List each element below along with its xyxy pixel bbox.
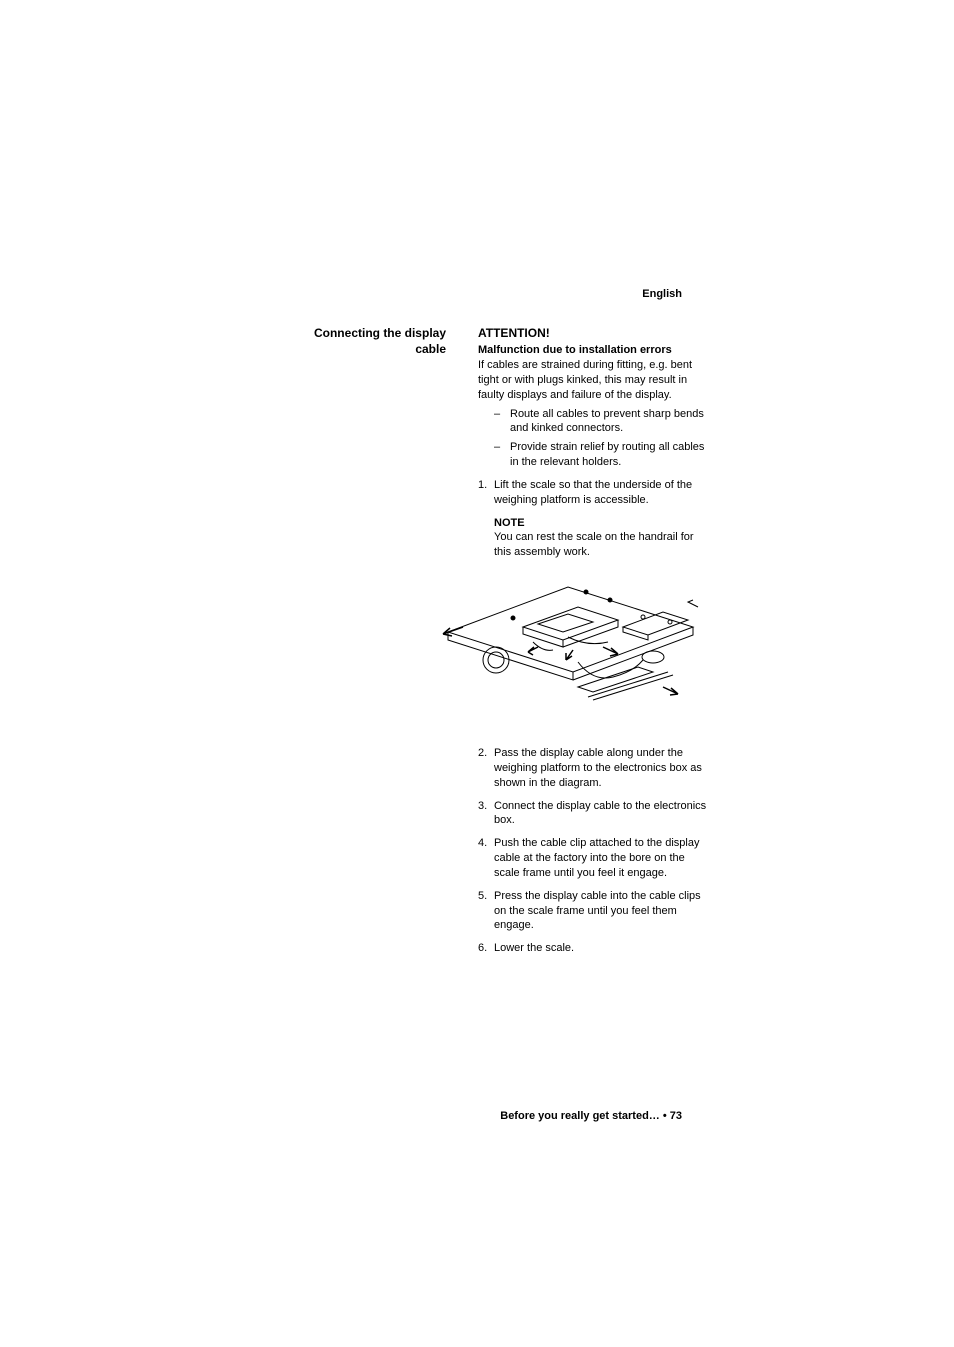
- right-column: ATTENTION! Malfunction due to installati…: [478, 325, 708, 962]
- step-marker: 1.: [478, 478, 494, 508]
- attention-subtitle: Malfunction due to installation errors: [478, 343, 708, 358]
- step-1: 1. Lift the scale so that the underside …: [478, 478, 708, 508]
- step-4: 4. Push the cable clip attached to the d…: [478, 836, 708, 881]
- section-title-line1: Connecting the display: [314, 326, 446, 340]
- language-header: English: [274, 288, 682, 300]
- step-text: Lift the scale so that the underside of …: [494, 478, 708, 508]
- step-marker: 3.: [478, 799, 494, 829]
- bullet-text: Route all cables to prevent sharp bends …: [510, 407, 708, 437]
- assembly-diagram: [438, 572, 708, 727]
- step-marker: 2.: [478, 746, 494, 791]
- section-title: Connecting the display cable: [274, 325, 446, 357]
- step-marker: 5.: [478, 889, 494, 934]
- step-marker: 6.: [478, 941, 494, 956]
- page-container: English Connecting the display cable ATT…: [0, 0, 954, 1347]
- note-block: NOTE You can rest the scale on the handr…: [494, 516, 708, 561]
- note-body: You can rest the scale on the handrail f…: [494, 530, 708, 560]
- attention-body: If cables are strained during fitting, e…: [478, 358, 708, 403]
- step-2: 2. Pass the display cable along under th…: [478, 746, 708, 791]
- attention-bullets: – Route all cables to prevent sharp bend…: [494, 407, 708, 470]
- step-text: Connect the display cable to the electro…: [494, 799, 708, 829]
- step-5: 5. Press the display cable into the cabl…: [478, 889, 708, 934]
- bullet-text: Provide strain relief by routing all cab…: [510, 440, 708, 470]
- step-text: Lower the scale.: [494, 941, 708, 956]
- bullet-dash: –: [494, 407, 510, 437]
- step-6: 6. Lower the scale.: [478, 941, 708, 956]
- left-column: Connecting the display cable: [274, 325, 446, 962]
- content-row: Connecting the display cable ATTENTION! …: [274, 325, 682, 962]
- diagram-container: [438, 572, 708, 732]
- bullet-item: – Route all cables to prevent sharp bend…: [494, 407, 708, 437]
- bullet-dash: –: [494, 440, 510, 470]
- page-footer: Before you really get started… • 73: [500, 1110, 682, 1122]
- attention-title: ATTENTION!: [478, 325, 708, 341]
- step-text: Push the cable clip attached to the disp…: [494, 836, 708, 881]
- step-3: 3. Connect the display cable to the elec…: [478, 799, 708, 829]
- section-title-line2: cable: [415, 342, 446, 356]
- note-title: NOTE: [494, 516, 708, 531]
- bullet-item: – Provide strain relief by routing all c…: [494, 440, 708, 470]
- numbered-list: 1. Lift the scale so that the underside …: [478, 478, 708, 956]
- step-text: Press the display cable into the cable c…: [494, 889, 708, 934]
- step-marker: 4.: [478, 836, 494, 881]
- step-text: Pass the display cable along under the w…: [494, 746, 708, 791]
